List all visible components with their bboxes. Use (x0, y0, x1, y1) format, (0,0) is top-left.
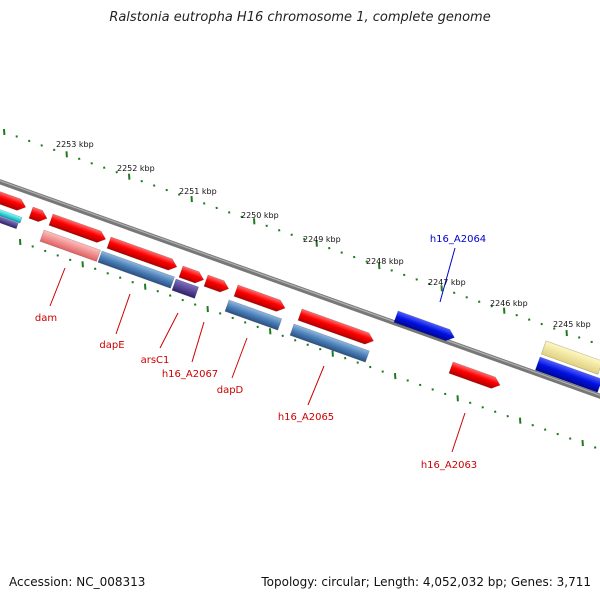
gene-label-arsC1: arsC1 (141, 355, 170, 366)
leader-line-arsC1 (159, 312, 179, 349)
leader-line-h16_A2064 (439, 247, 456, 303)
scale-label: 2247 kbp (428, 278, 466, 287)
gene-label-h16_A2064: h16_A2064 (430, 234, 486, 245)
scale-label: 2250 kbp (241, 211, 279, 220)
scale-label: 2253 kbp (56, 140, 94, 149)
topology-text: Topology: circular; Length: 4,052,032 bp… (261, 575, 591, 589)
scale-label: 2251 kbp (179, 187, 217, 196)
leader-line-h16_A2063 (451, 412, 466, 453)
scale-label: 2248 kbp (366, 257, 404, 266)
gene-h16_A2067-upper (203, 274, 230, 293)
cds-dapD (224, 299, 283, 331)
gene-cyan-edge (0, 205, 23, 224)
cds-h16_A2065 (289, 323, 370, 363)
outer-scale-ticks (3, 128, 593, 344)
gene-small-red (28, 206, 48, 222)
gene-dapE-upper (106, 236, 178, 271)
leader-line-dam (49, 267, 66, 307)
scale-label: 2245 kbp (553, 320, 591, 329)
map-title: Ralstonia eutropha H16 chromosome 1, com… (109, 10, 491, 25)
leader-line-h16_A2065 (307, 365, 325, 406)
cds-dapE (97, 250, 175, 289)
gene-dam-upper (48, 213, 107, 243)
scale-label: 2252 kbp (117, 164, 155, 173)
accession-text: Accession: NC_008313 (9, 575, 146, 589)
gene-yellow (540, 340, 600, 375)
gene-blue-right (534, 356, 600, 393)
gene-dapD-upper (233, 284, 286, 312)
gene-label-h16_A2065: h16_A2065 (278, 412, 334, 423)
leader-line-h16_A2067 (191, 321, 205, 363)
gene-h16_A2063 (448, 361, 501, 389)
cds-dam (39, 229, 101, 262)
gene-label-dam: dam (35, 313, 57, 324)
gene-label-dapD: dapD (217, 385, 244, 396)
gene-h16_A2065-upper (297, 308, 374, 345)
gene-left-edge (0, 187, 27, 211)
leader-line-dapD (231, 337, 248, 379)
leader-line-dapE (115, 293, 131, 335)
chromosome-backbone (0, 179, 600, 399)
cds-arsC1 (171, 278, 200, 299)
inner-scale-ticks (19, 238, 597, 449)
gene-label-h16_A2063: h16_A2063 (421, 460, 477, 471)
scale-label: 2246 kbp (490, 299, 528, 308)
gene-purple-edge (0, 212, 19, 230)
gene-arsC1-upper (178, 265, 205, 284)
gene-label-h16_A2067: h16_A2067 (162, 369, 218, 380)
scale-label: 2249 kbp (303, 235, 341, 244)
gene-label-dapE: dapE (99, 340, 124, 351)
gene-h16_A2064 (393, 310, 455, 342)
